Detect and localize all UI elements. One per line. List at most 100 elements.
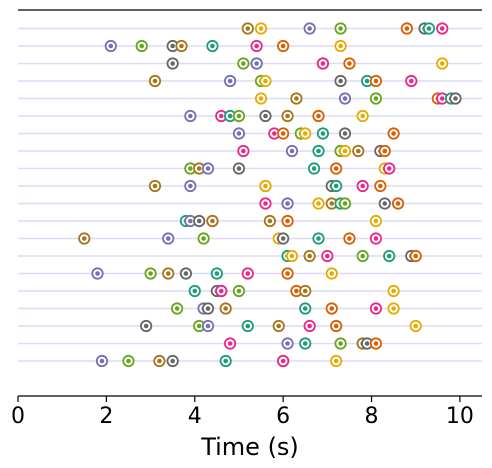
- event-marker: [78, 232, 91, 245]
- event-marker: [232, 127, 246, 140]
- event-marker: [285, 249, 299, 263]
- event-marker: [148, 179, 162, 193]
- event-marker: [184, 162, 197, 175]
- event-marker: [215, 284, 228, 298]
- event-marker: [201, 302, 215, 315]
- event-marker: [383, 162, 396, 175]
- event-marker: [334, 337, 347, 350]
- event-marker: [387, 302, 400, 315]
- event-marker: [325, 267, 338, 280]
- event-marker: [290, 92, 303, 105]
- event-marker: [237, 57, 250, 70]
- x-tick-label: 6: [276, 404, 290, 429]
- event-marker: [436, 22, 449, 35]
- event-marker: [184, 109, 197, 123]
- event-marker: [356, 179, 369, 193]
- event-marker: [338, 92, 352, 105]
- x-tick-label: 10: [446, 404, 474, 429]
- event-marker: [378, 144, 391, 158]
- event-marker: [281, 214, 294, 228]
- event-marker: [330, 319, 343, 333]
- event-marker: [343, 232, 356, 245]
- event-marker: [206, 39, 219, 53]
- event-marker: [334, 74, 347, 88]
- event-marker: [338, 197, 352, 210]
- event-marker: [312, 109, 325, 123]
- event-marker: [312, 144, 325, 158]
- event-marker: [383, 249, 396, 263]
- event-marker: [197, 232, 210, 245]
- event-marker: [369, 214, 383, 228]
- event-marker: [369, 92, 383, 105]
- event-marker: [277, 127, 290, 140]
- event-marker: [277, 354, 290, 368]
- event-marker: [356, 249, 369, 263]
- event-marker: [334, 39, 347, 53]
- event-marker: [316, 127, 330, 140]
- event-marker: [232, 284, 246, 298]
- event-marker: [378, 197, 391, 210]
- event-marker: [307, 162, 321, 175]
- event-marker: [316, 57, 330, 70]
- event-marker: [281, 109, 294, 123]
- event-marker: [369, 232, 383, 245]
- event-marker: [201, 319, 215, 333]
- event-marker: [422, 22, 436, 35]
- event-marker: [356, 109, 369, 123]
- event-marker: [369, 337, 383, 350]
- event-marker: [241, 319, 254, 333]
- event-marker: [334, 22, 347, 35]
- event-marker: [175, 39, 188, 53]
- event-marker: [162, 232, 175, 245]
- event-marker: [140, 319, 153, 333]
- event-marker: [224, 74, 237, 88]
- event-marker: [184, 179, 197, 193]
- x-tick-label: 4: [188, 404, 202, 429]
- x-tick-label: 2: [99, 404, 113, 429]
- event-marker: [299, 337, 312, 350]
- event-marker: [449, 92, 462, 105]
- event-marker: [188, 284, 201, 298]
- event-marker: [391, 197, 405, 210]
- event-marker: [91, 267, 104, 280]
- event-marker: [224, 337, 237, 350]
- event-marker: [250, 39, 263, 53]
- event-marker: [312, 197, 325, 210]
- event-marker: [237, 144, 250, 158]
- event-marker: [277, 232, 290, 245]
- event-marker: [193, 214, 206, 228]
- event-marker: [259, 197, 272, 210]
- event-marker: [303, 22, 316, 35]
- event-marker: [409, 249, 422, 263]
- event-marker: [325, 302, 338, 315]
- event-marker: [166, 57, 179, 70]
- event-marker: [104, 39, 117, 53]
- event-marker: [303, 319, 316, 333]
- event-marker: [219, 354, 232, 368]
- event-marker: [405, 74, 418, 88]
- event-marker: [148, 74, 162, 88]
- event-marker: [303, 249, 316, 263]
- event-marker: [250, 57, 263, 70]
- event-marker: [259, 74, 272, 88]
- event-marker: [299, 127, 312, 140]
- event-marker: [219, 302, 232, 315]
- event-marker: [272, 319, 285, 333]
- event-marker: [285, 144, 299, 158]
- event-marker: [153, 354, 166, 368]
- event-marker: [369, 74, 383, 88]
- event-marker: [436, 57, 449, 70]
- event-marker: [387, 127, 400, 140]
- event-marker: [330, 162, 343, 175]
- event-marker: [361, 337, 374, 350]
- event-marker: [144, 267, 157, 280]
- event-markers: [78, 22, 462, 368]
- event-marker: [330, 354, 343, 368]
- event-marker: [241, 22, 254, 35]
- event-marker: [409, 319, 422, 333]
- event-marker: [387, 284, 400, 298]
- event-marker: [241, 267, 254, 280]
- event-marker: [206, 214, 219, 228]
- event-marker: [166, 354, 179, 368]
